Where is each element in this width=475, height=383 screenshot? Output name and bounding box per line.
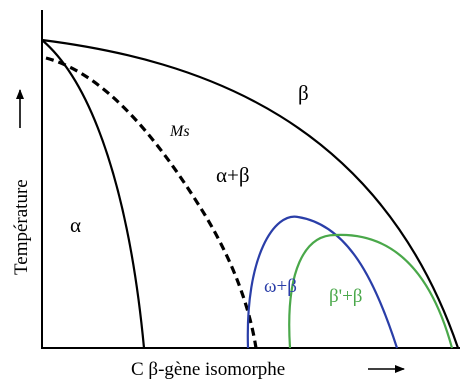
beta-phase-label: β	[298, 81, 309, 105]
beta-transus-curve	[41, 38, 460, 349]
omega-beta-curve	[246, 215, 399, 349]
alpha-boundary-curve	[41, 39, 146, 349]
x-axis-label: C β-gène isomorphe	[131, 359, 285, 380]
ms-curve	[45, 56, 258, 349]
beta-prime-beta-curve	[288, 233, 454, 349]
y-axis-label: Température	[11, 179, 32, 275]
ms-label: Ms	[169, 123, 190, 140]
omega-beta-phase-label: ω+β	[264, 276, 297, 297]
alpha-beta-phase-label: α+β	[216, 163, 250, 187]
alpha-phase-label: α	[70, 213, 81, 237]
beta-prime-beta-phase-label: β'+β	[329, 286, 362, 307]
